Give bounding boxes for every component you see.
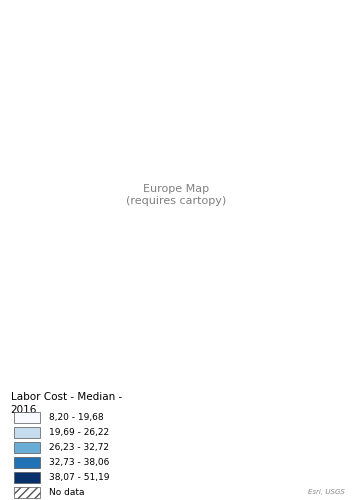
Text: 26,23 - 32,72: 26,23 - 32,72 <box>49 443 109 452</box>
Text: No data: No data <box>49 488 85 497</box>
Text: 38,07 - 51,19: 38,07 - 51,19 <box>49 473 110 482</box>
Text: Labor Cost - Median -
2016: Labor Cost - Median - 2016 <box>11 392 122 415</box>
Text: 8,20 - 19,68: 8,20 - 19,68 <box>49 413 104 422</box>
Text: 19,69 - 26,22: 19,69 - 26,22 <box>49 428 109 437</box>
Text: Esri, USGS: Esri, USGS <box>308 489 345 495</box>
Text: Europe Map
(requires cartopy): Europe Map (requires cartopy) <box>126 184 226 206</box>
Text: 32,73 - 38,06: 32,73 - 38,06 <box>49 458 110 467</box>
